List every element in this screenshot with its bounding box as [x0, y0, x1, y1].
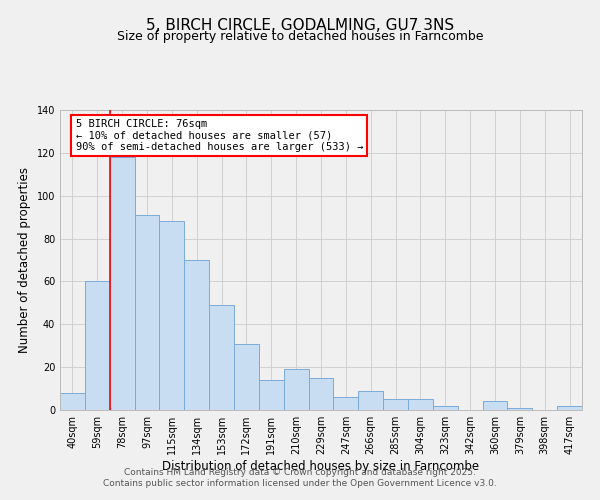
- Bar: [160, 222, 184, 410]
- Bar: [284, 370, 308, 410]
- Bar: [557, 406, 582, 410]
- Bar: [408, 400, 433, 410]
- Bar: [308, 378, 334, 410]
- Text: 5, BIRCH CIRCLE, GODALMING, GU7 3NS: 5, BIRCH CIRCLE, GODALMING, GU7 3NS: [146, 18, 454, 32]
- X-axis label: Distribution of detached houses by size in Farncombe: Distribution of detached houses by size …: [163, 460, 479, 473]
- Y-axis label: Number of detached properties: Number of detached properties: [18, 167, 31, 353]
- Bar: [134, 215, 160, 410]
- Bar: [184, 260, 209, 410]
- Bar: [383, 400, 408, 410]
- Text: Contains HM Land Registry data © Crown copyright and database right 2025.
Contai: Contains HM Land Registry data © Crown c…: [103, 468, 497, 487]
- Bar: [60, 393, 85, 410]
- Bar: [433, 406, 458, 410]
- Bar: [209, 305, 234, 410]
- Bar: [482, 402, 508, 410]
- Bar: [334, 397, 358, 410]
- Text: Size of property relative to detached houses in Farncombe: Size of property relative to detached ho…: [117, 30, 483, 43]
- Bar: [358, 390, 383, 410]
- Bar: [234, 344, 259, 410]
- Bar: [259, 380, 284, 410]
- Bar: [508, 408, 532, 410]
- Bar: [85, 282, 110, 410]
- Text: 5 BIRCH CIRCLE: 76sqm
← 10% of detached houses are smaller (57)
90% of semi-deta: 5 BIRCH CIRCLE: 76sqm ← 10% of detached …: [76, 119, 363, 152]
- Bar: [110, 157, 134, 410]
